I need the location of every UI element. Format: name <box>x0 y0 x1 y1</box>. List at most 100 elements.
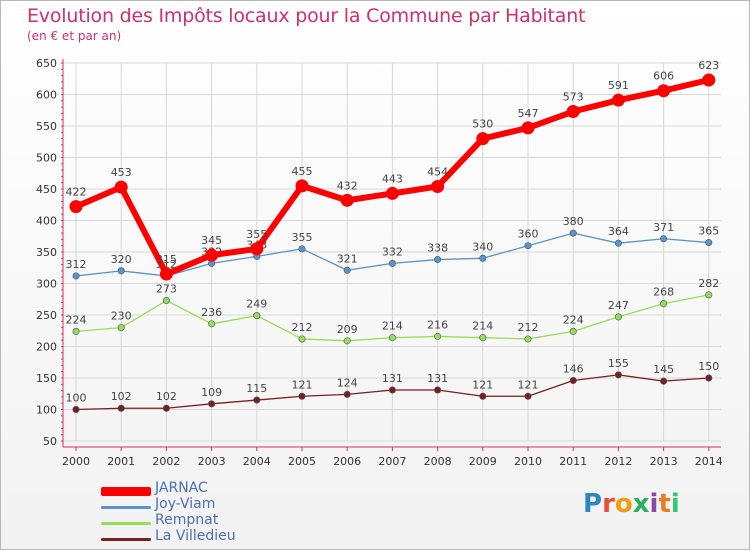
x-tick-label: 2012 <box>604 455 632 468</box>
data-point-jarnac <box>476 132 490 146</box>
data-point-rempnat <box>705 291 713 299</box>
data-point-la-villedieu <box>343 390 351 398</box>
y-tick-label: 600 <box>36 89 57 102</box>
data-label-la-villedieu: 109 <box>201 386 222 399</box>
data-label-rempnat: 212 <box>518 321 539 334</box>
data-point-joy-viam <box>479 254 487 262</box>
data-point-jarnac <box>340 193 354 207</box>
data-label-jarnac: 573 <box>563 91 584 104</box>
data-label-la-villedieu: 102 <box>156 390 177 403</box>
data-point-rempnat <box>434 332 442 340</box>
data-point-la-villedieu <box>705 374 713 382</box>
legend-swatch-rempnat <box>101 521 151 525</box>
data-label-rempnat: 216 <box>427 318 448 331</box>
chart-subtitle: (en € et par an) <box>27 29 122 43</box>
data-point-rempnat <box>524 335 532 343</box>
data-label-jarnac: 591 <box>608 79 629 92</box>
data-label-la-villedieu: 121 <box>518 378 539 391</box>
logo-letter: P <box>583 489 603 519</box>
data-label-joy-viam: 332 <box>382 245 403 258</box>
y-tick-label: 450 <box>36 183 57 196</box>
y-tick-label: 650 <box>36 57 57 70</box>
data-label-rempnat: 236 <box>201 306 222 319</box>
data-label-rempnat: 224 <box>66 313 87 326</box>
legend-item-jarnac: JARNAC <box>101 480 321 499</box>
legend-label-joy-viam: Joy-Viam <box>155 496 216 512</box>
data-point-rempnat <box>162 297 170 305</box>
data-label-la-villedieu: 131 <box>427 372 448 385</box>
data-point-jarnac <box>114 180 128 194</box>
y-tick-label: 550 <box>36 120 57 133</box>
logo-letter: r <box>602 489 615 519</box>
x-tick-label: 2005 <box>288 455 316 468</box>
data-point-joy-viam <box>705 239 713 247</box>
y-tick-label: 300 <box>36 278 57 291</box>
data-point-joy-viam <box>388 259 396 267</box>
x-tick-label: 2009 <box>469 455 497 468</box>
data-label-joy-viam: 338 <box>427 242 448 255</box>
logo-letter: i <box>670 489 680 519</box>
data-point-jarnac <box>431 179 445 193</box>
legend-swatch-joy-viam <box>101 505 151 509</box>
data-label-rempnat: 249 <box>246 298 267 311</box>
logo-letter: o <box>614 489 633 519</box>
y-tick-label: 200 <box>36 341 57 354</box>
data-label-joy-viam: 360 <box>518 228 539 241</box>
data-point-joy-viam <box>524 242 532 250</box>
data-label-jarnac: 454 <box>427 165 448 178</box>
data-point-rempnat <box>253 312 261 320</box>
data-label-la-villedieu: 146 <box>563 363 584 376</box>
data-point-jarnac <box>69 200 83 214</box>
data-label-joy-viam: 365 <box>698 225 719 238</box>
data-label-joy-viam: 355 <box>292 231 313 244</box>
x-tick-label: 2003 <box>198 455 226 468</box>
data-point-la-villedieu <box>72 405 80 413</box>
y-tick-label: 150 <box>36 372 57 385</box>
x-tick-label: 2002 <box>152 455 180 468</box>
data-point-rempnat <box>343 337 351 345</box>
data-label-rempnat: 212 <box>292 321 313 334</box>
x-tick-label: 2011 <box>559 455 587 468</box>
proxiti-logo: Proxiti <box>583 489 680 519</box>
data-point-rempnat <box>660 300 668 308</box>
data-point-joy-viam <box>72 272 80 280</box>
data-label-jarnac: 453 <box>111 166 132 179</box>
x-tick-label: 2000 <box>62 455 90 468</box>
data-point-la-villedieu <box>298 392 306 400</box>
logo-letter: t <box>658 489 671 519</box>
data-point-la-villedieu <box>388 386 396 394</box>
data-label-rempnat: 230 <box>111 310 132 323</box>
data-point-rempnat <box>479 334 487 342</box>
data-point-rempnat <box>614 313 622 321</box>
x-tick-label: 2013 <box>650 455 678 468</box>
data-label-joy-viam: 371 <box>653 221 674 234</box>
data-point-joy-viam <box>298 245 306 253</box>
data-label-la-villedieu: 100 <box>66 392 87 405</box>
x-tick-label: 2014 <box>695 455 723 468</box>
data-point-joy-viam <box>569 229 577 237</box>
legend-swatch-la-villedieu <box>101 537 151 541</box>
y-tick-label: 100 <box>36 404 57 417</box>
data-label-joy-viam: 312 <box>66 258 87 271</box>
data-label-jarnac: 432 <box>337 179 358 192</box>
data-point-joy-viam <box>434 256 442 264</box>
data-label-la-villedieu: 115 <box>246 382 267 395</box>
x-tick-label: 2001 <box>107 455 135 468</box>
chart-legend: JARNAC Joy-Viam Rempnat La Villedieu <box>101 480 321 547</box>
data-label-joy-viam: 380 <box>563 215 584 228</box>
data-label-rempnat: 224 <box>563 313 584 326</box>
data-point-la-villedieu <box>569 377 577 385</box>
data-label-jarnac: 345 <box>201 234 222 247</box>
data-point-la-villedieu <box>660 377 668 385</box>
data-point-la-villedieu <box>253 396 261 404</box>
data-point-la-villedieu <box>434 386 442 394</box>
data-label-la-villedieu: 155 <box>608 357 629 370</box>
x-tick-label: 2008 <box>424 455 452 468</box>
data-point-la-villedieu <box>614 371 622 379</box>
data-point-la-villedieu <box>208 400 216 408</box>
data-label-rempnat: 209 <box>337 323 358 336</box>
logo-letter: i <box>649 489 659 519</box>
data-label-jarnac: 623 <box>698 59 719 72</box>
data-point-jarnac <box>611 93 625 107</box>
